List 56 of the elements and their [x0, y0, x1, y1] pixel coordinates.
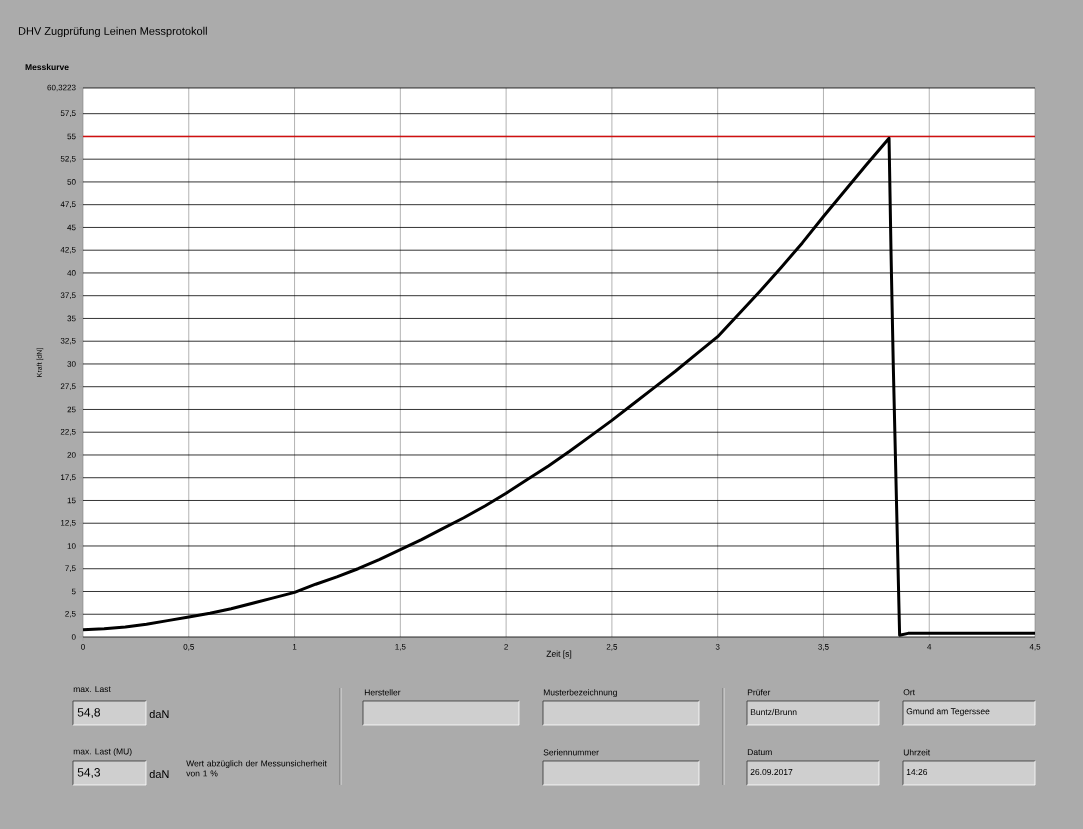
- y-tick-label: 15: [67, 497, 76, 504]
- text: 54,3: [77, 768, 101, 778]
- text: 26.09.2017: [750, 769, 793, 775]
- text: daN: [149, 709, 169, 719]
- y-tick-label: 25: [67, 406, 76, 413]
- y-tick-label: 60,3223: [47, 84, 76, 92]
- text: Prüfer: [747, 689, 771, 696]
- x-tick-label: 1: [292, 644, 297, 650]
- y-tick-label: 45: [67, 224, 76, 231]
- y-tick-label: 52,5: [60, 155, 76, 163]
- x-tick-label: 1,5: [395, 644, 406, 651]
- x-tick-label: 3,5: [818, 644, 829, 651]
- y-tick-label: 22,5: [60, 428, 76, 436]
- x-tick-label: 0: [81, 644, 85, 650]
- y-tick-label: 47,5: [60, 201, 76, 208]
- chart-title: DHV Zugprüfung Leinen Messprotokoll: [18, 26, 207, 38]
- y-tick-label: 12,5: [61, 519, 76, 527]
- y-tick-label: 30: [67, 361, 76, 367]
- chart-subtitle: Messkurve: [25, 63, 69, 71]
- text: Gmund am Tegerssee: [906, 708, 990, 716]
- text: 14:26: [906, 769, 928, 775]
- y-tick-label: 50: [67, 179, 76, 185]
- text: Datum: [747, 749, 772, 756]
- text: Buntz/Brunn: [750, 708, 797, 716]
- text: 54,8: [77, 708, 101, 718]
- x-tick-label: 2: [504, 644, 508, 650]
- y-tick-label: 0: [71, 634, 76, 640]
- text: Uhrzeit: [903, 749, 931, 756]
- text: Hersteller: [364, 689, 401, 696]
- x-axis-title: Zeit [s]: [546, 650, 572, 659]
- y-tick-label: 37,5: [60, 292, 76, 299]
- text: daN: [149, 769, 169, 779]
- y-tick-label: 5: [71, 588, 76, 595]
- y-tick-label: 35: [67, 315, 76, 322]
- x-tick-label: 4,5: [1029, 644, 1041, 651]
- y-tick-label: 20: [67, 452, 76, 458]
- x-tick-label: 4: [927, 644, 932, 650]
- y-tick-label: 42,5: [60, 246, 76, 254]
- text: max. Last: [73, 686, 111, 693]
- y-tick-label: 40: [67, 270, 76, 276]
- y-tick-label: 7,5: [65, 565, 76, 572]
- text: Musterbezeichnung: [543, 689, 617, 698]
- x-tick-label: 3: [715, 644, 720, 650]
- y-tick-label: 17,5: [61, 474, 76, 481]
- text: Seriennummer: [543, 749, 599, 756]
- text: Ort: [903, 689, 915, 696]
- y-tick-label: 27,5: [60, 383, 76, 391]
- y-tick-label: 10: [67, 543, 76, 549]
- y-tick-label: 57,5: [60, 110, 76, 117]
- x-tick-label: 0,5: [183, 644, 194, 651]
- y-tick-label: 2,5: [65, 610, 76, 618]
- text: max. Last (MU): [73, 748, 132, 757]
- y-tick-label: 32,5: [60, 337, 76, 345]
- x-tick-label: 2,5: [606, 644, 618, 651]
- y-tick-label: 55: [67, 133, 76, 140]
- text: Wert abzüglich der Messunsicherheit von 1 %: [186, 760, 327, 777]
